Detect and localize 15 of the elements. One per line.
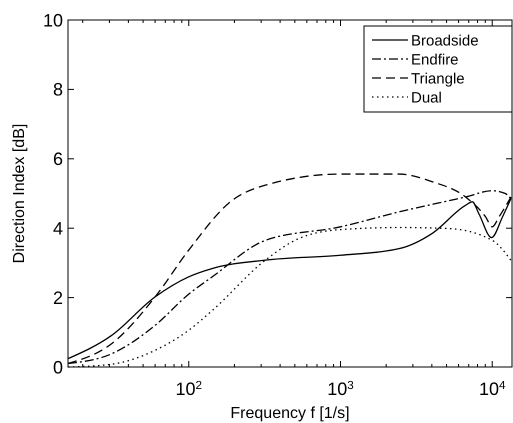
y-tick-label: 4 xyxy=(52,218,63,238)
y-tick-label: 8 xyxy=(52,80,63,100)
y-tick-label: 6 xyxy=(52,149,63,170)
x-tick-label: 10$^{2}$ xyxy=(175,378,202,399)
y-tick-label: 10 xyxy=(42,10,63,30)
legend-label: Dual xyxy=(411,89,442,106)
x-tick-label: 10$^{3}$ xyxy=(327,378,354,399)
legend-label: Triangle xyxy=(411,70,465,88)
legend-label: Endfire xyxy=(411,51,459,68)
x-axis-title: Frequency f [1/s] xyxy=(230,405,350,422)
y-axis-title: Direction Index [dB] xyxy=(11,124,28,264)
x-tick-label: 10$^{4}$ xyxy=(478,378,506,399)
y-tick-label: 0 xyxy=(52,357,63,378)
y-tick-label: 2 xyxy=(52,288,63,308)
legend-label: Broadside xyxy=(411,32,479,50)
